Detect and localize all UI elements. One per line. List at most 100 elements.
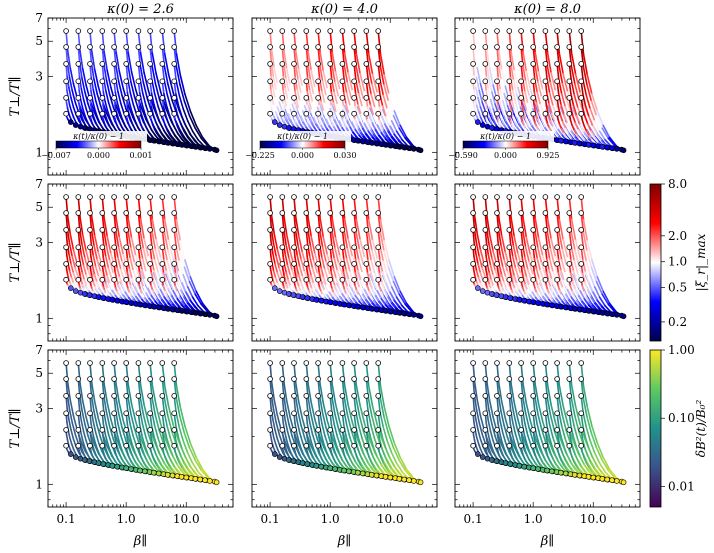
trajectory-segment — [302, 287, 308, 295]
trajectory-segment — [552, 292, 557, 300]
trajectory-segment — [300, 115, 305, 123]
trajectory-segment — [323, 123, 328, 130]
trajectory-segment — [367, 231, 373, 251]
trajectory-segment — [179, 250, 186, 269]
trajectory-segment — [117, 117, 122, 125]
trajectory-segment — [569, 106, 574, 117]
trajectory-segment — [500, 78, 505, 95]
trajectory-segment — [191, 462, 199, 473]
trajectory-segment — [356, 279, 361, 289]
trajectory-segment — [155, 404, 162, 425]
initial-point — [363, 95, 370, 101]
trajectory-segment — [173, 362, 178, 387]
trajectory-segment — [390, 120, 398, 132]
trajectory-segment — [165, 104, 171, 117]
trajectory-segment — [510, 63, 515, 81]
initial-point — [363, 227, 370, 233]
final-point — [142, 468, 148, 475]
initial-point — [351, 44, 357, 50]
trajectory-segment — [401, 304, 409, 313]
trajectory-segment — [103, 63, 108, 81]
initial-point — [506, 210, 513, 216]
trajectory-segment — [155, 453, 160, 462]
trajectory-segment — [170, 135, 178, 143]
trajectory-segment — [142, 413, 148, 431]
initial-point — [147, 227, 153, 233]
final-point — [502, 294, 509, 300]
trajectory-segment — [130, 237, 137, 257]
trajectory-segment — [163, 462, 170, 471]
trajectory-segment — [390, 286, 398, 299]
initial-point — [578, 110, 584, 117]
trajectory-segment — [74, 433, 80, 445]
trajectory-segment — [176, 291, 181, 299]
final-point — [382, 142, 389, 148]
trajectory-segment — [297, 439, 302, 449]
trajectory-segment — [583, 125, 588, 132]
trajectory-segment — [548, 92, 554, 107]
initial-point — [470, 78, 476, 85]
trajectory-segment — [365, 30, 370, 55]
initial-point — [135, 95, 142, 101]
initial-point — [470, 110, 476, 117]
trajectory-segment — [539, 124, 544, 132]
trajectory-segment — [588, 115, 594, 127]
trajectory-segment — [152, 445, 157, 455]
initial-point — [267, 28, 273, 34]
initial-point — [63, 227, 69, 233]
initial-point — [327, 210, 334, 216]
final-point — [137, 301, 143, 308]
trajectory-segment — [477, 262, 482, 274]
trajectory-segment — [275, 89, 281, 103]
trajectory-segment — [366, 106, 371, 117]
trajectory-segment — [582, 65, 588, 86]
trajectory-segment — [345, 102, 350, 115]
initial-point — [75, 61, 82, 67]
trajectory-segment — [119, 455, 124, 462]
y-tick-label: 1 — [35, 311, 43, 325]
final-point — [599, 144, 606, 150]
trajectory-segment — [139, 270, 147, 286]
initial-point — [159, 227, 166, 233]
trajectory-segment — [497, 229, 502, 247]
trajectory-segment — [540, 96, 547, 112]
initial-point — [75, 95, 82, 101]
trajectory-segment — [106, 109, 111, 119]
initial-point — [171, 227, 178, 233]
initial-point — [159, 376, 166, 382]
trajectory-segment — [365, 196, 370, 221]
initial-point — [111, 110, 117, 117]
trajectory-segment — [321, 246, 327, 263]
trajectory-segment — [124, 125, 130, 133]
trajectory-segment — [163, 296, 170, 305]
trajectory-segment — [331, 278, 336, 287]
trajectory-segment — [347, 72, 354, 92]
trajectory-segment — [272, 104, 277, 113]
trajectory-segment — [103, 216, 108, 238]
initial-point — [75, 244, 82, 251]
trajectory-segment — [177, 105, 183, 118]
initial-point — [363, 78, 370, 85]
trajectory-segment — [139, 51, 145, 74]
trajectory-segment — [269, 434, 273, 441]
trajectory-segment — [161, 196, 166, 221]
initial-point — [279, 28, 286, 34]
initial-point — [111, 227, 117, 233]
initial-point — [279, 61, 286, 67]
trajectory-segment — [367, 52, 374, 76]
trajectory-segment — [181, 301, 186, 307]
trajectory-segment — [584, 281, 589, 291]
trajectory-segment — [68, 252, 72, 265]
trajectory-segment — [285, 272, 290, 281]
trajectory-segment — [393, 110, 402, 127]
trajectory-segment — [395, 130, 403, 141]
initial-point — [147, 44, 153, 50]
trajectory-segment — [167, 288, 173, 297]
trajectory-segment — [371, 83, 377, 101]
trajectory-segment — [308, 100, 313, 111]
trajectory-segment — [585, 260, 592, 276]
trajectory-segment — [141, 258, 147, 273]
trajectory-segment — [186, 302, 193, 309]
trajectory-segment — [355, 289, 360, 296]
trajectory-segment — [341, 30, 346, 54]
